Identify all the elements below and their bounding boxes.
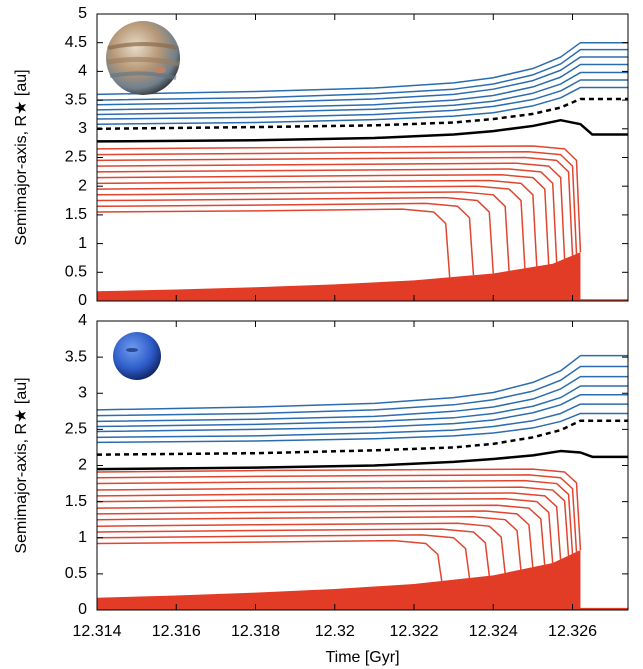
orbit-line xyxy=(97,41,628,96)
orbit-line xyxy=(97,185,526,270)
orbit-line xyxy=(97,412,628,444)
x-tick-label: 12.326 xyxy=(548,623,597,640)
x-tick-label: 12.316 xyxy=(152,623,201,640)
y-tick-label: 1.5 xyxy=(65,493,87,510)
x-tick-label: 12.32 xyxy=(315,623,355,640)
orbit-line xyxy=(97,196,495,274)
orbit-line xyxy=(97,528,491,577)
y-tick-label: 0 xyxy=(78,292,87,309)
orbit-line xyxy=(97,497,554,564)
y-tick-label: 3.5 xyxy=(65,348,87,365)
star-radius-area xyxy=(97,550,628,610)
orbit-line xyxy=(97,375,628,423)
orbit-line xyxy=(97,419,628,456)
y-tick-label: 2.5 xyxy=(65,421,87,438)
y-tick-label: 4 xyxy=(78,312,87,329)
star-radius-area xyxy=(97,252,628,301)
orbit-line xyxy=(97,168,558,263)
y-tick-label: 0.5 xyxy=(65,565,87,582)
orbit-line xyxy=(97,79,628,120)
orbit-line xyxy=(97,162,566,260)
orbit-line xyxy=(97,71,628,116)
x-axis-label: Time [Gyr] xyxy=(325,649,399,666)
x-tick-label: 12.324 xyxy=(469,623,518,640)
y-axis-label: Semimajor-axis, R★ [au] xyxy=(13,377,30,553)
orbit-line xyxy=(97,173,550,266)
orbit-line xyxy=(97,63,628,111)
y-tick-label: 4.5 xyxy=(65,34,87,51)
y-tick-label: 1 xyxy=(78,529,87,546)
orbit-line xyxy=(97,479,574,555)
orbit-line xyxy=(97,365,628,417)
y-tick-label: 3 xyxy=(78,120,87,137)
y-tick-label: 3.5 xyxy=(65,91,87,108)
y-tick-label: 4 xyxy=(78,63,87,80)
y-axis-label: Semimajor-axis, R★ [au] xyxy=(13,69,30,245)
y-tick-label: 3 xyxy=(78,384,87,401)
y-tick-label: 2 xyxy=(78,177,87,194)
orbit-line xyxy=(97,539,443,582)
orbit-line xyxy=(97,156,574,256)
orbit-line xyxy=(97,393,628,433)
x-tick-label: 12.322 xyxy=(390,623,439,640)
orbit-line xyxy=(97,145,582,253)
orbit-line xyxy=(97,486,570,557)
orbit-line xyxy=(97,86,628,125)
orbit-line xyxy=(97,48,628,101)
y-tick-label: 0.5 xyxy=(65,264,87,281)
orbit-line xyxy=(97,385,628,428)
orbit-line xyxy=(97,191,510,272)
orbit-line xyxy=(97,492,562,561)
orbit-line xyxy=(97,510,534,569)
x-tick-label: 12.318 xyxy=(231,623,280,640)
x-tick-label: 12.314 xyxy=(73,623,122,640)
orbit-line xyxy=(97,516,522,572)
y-tick-label: 0 xyxy=(78,601,87,618)
orbit-line xyxy=(97,151,578,254)
y-tick-label: 5 xyxy=(78,5,87,22)
orbit-line xyxy=(97,449,628,471)
plot-area xyxy=(97,41,628,301)
orbit-line xyxy=(97,202,475,276)
y-tick-label: 1.5 xyxy=(65,206,87,223)
orbit-line xyxy=(97,522,506,574)
orbit-line xyxy=(97,354,628,411)
orbit-line xyxy=(97,208,451,278)
neptune-icon xyxy=(113,332,161,380)
orbit-line xyxy=(97,534,471,579)
orbit-line xyxy=(97,118,628,143)
y-tick-label: 2 xyxy=(78,457,87,474)
plot-area xyxy=(97,354,628,610)
orbit-line xyxy=(97,97,628,131)
y-tick-label: 2.5 xyxy=(65,149,87,166)
y-tick-label: 1 xyxy=(78,235,87,252)
axes: 0 0.5 1 1.5 2 2.5 3 3.5 4 4.5 5 Semimajor-axis, R★ … xyxy=(13,5,629,666)
jupiter-icon xyxy=(106,21,180,95)
orbit-line xyxy=(97,56,628,106)
orbit-line xyxy=(97,468,582,551)
orbit-line xyxy=(97,474,578,553)
orbit-line xyxy=(97,179,538,268)
orbit-line xyxy=(97,504,546,566)
orbit-line xyxy=(97,403,628,439)
